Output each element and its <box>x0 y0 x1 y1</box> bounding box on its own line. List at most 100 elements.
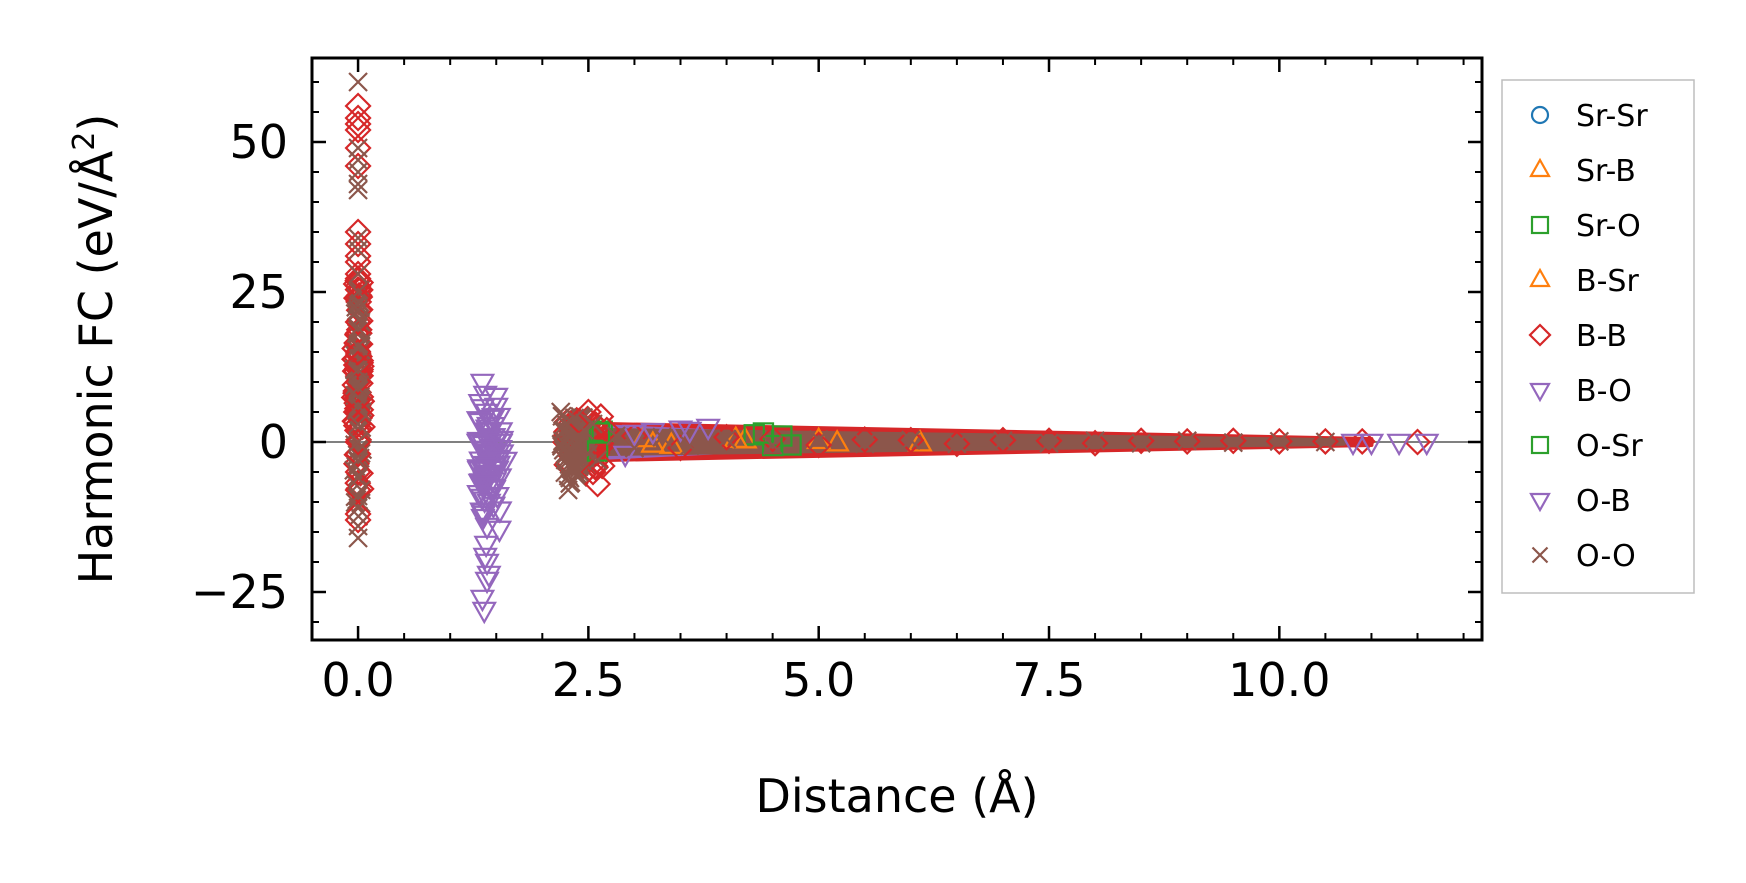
data-point <box>348 180 368 200</box>
data-point <box>1315 432 1336 452</box>
data-point <box>344 242 372 270</box>
y-axis-label-superscript: 2 <box>67 132 102 151</box>
data-point <box>348 498 368 518</box>
data-point <box>1223 432 1244 453</box>
data-point <box>473 535 499 559</box>
data-point <box>348 528 368 548</box>
data-point <box>564 408 585 428</box>
data-point <box>478 439 505 463</box>
data-point <box>470 455 496 479</box>
data-point <box>606 426 626 446</box>
legend-frame <box>1501 79 1695 594</box>
data-point <box>1173 427 1201 455</box>
data-point <box>474 443 500 466</box>
data-point <box>1219 427 1247 455</box>
data-point <box>762 435 783 455</box>
legend-item-O-O: O-O <box>1531 539 1636 574</box>
y-axis-label-close: ) <box>69 114 123 132</box>
data-point <box>344 152 372 180</box>
data-point <box>1414 433 1440 457</box>
data-point <box>716 429 737 449</box>
data-point <box>348 414 368 434</box>
data-point <box>579 458 607 486</box>
legend-item-O-B: O-B <box>1529 484 1631 519</box>
data-point <box>1081 429 1109 457</box>
x-tick-label: 0.0 <box>321 653 394 707</box>
data-point <box>1348 427 1376 455</box>
data-point <box>1127 427 1155 455</box>
data-point <box>621 424 648 448</box>
x-axis-label: Distance (Å) <box>755 769 1038 823</box>
data-point <box>348 378 368 398</box>
legend-marker <box>1529 382 1551 403</box>
data-point <box>695 418 721 442</box>
data-point <box>344 350 372 378</box>
legend-marker <box>1529 492 1551 513</box>
data-point <box>488 433 514 457</box>
data-point <box>555 414 576 434</box>
data-point <box>560 432 580 452</box>
legend: Sr-Sr Sr-B Sr-O B-Sr B-B B-O O-Sr O-B O-O <box>1501 79 1695 594</box>
data-point <box>466 459 492 482</box>
data-point <box>348 450 368 470</box>
data-point <box>469 373 496 397</box>
data-point <box>587 403 615 431</box>
data-point <box>667 420 694 444</box>
data-point <box>472 475 498 499</box>
data-point <box>351 438 371 459</box>
data-point <box>348 174 368 194</box>
legend-marker <box>1531 546 1549 564</box>
data-point <box>584 470 612 498</box>
data-point <box>471 460 497 484</box>
data-point <box>345 492 366 513</box>
series-B-O <box>469 373 1440 625</box>
legend-label: O-B <box>1576 484 1631 519</box>
data-point <box>897 426 925 454</box>
legend-label: Sr-O <box>1576 209 1641 244</box>
y-tick-label: 0 <box>259 415 288 469</box>
data-point <box>348 468 368 488</box>
data-point <box>344 230 372 258</box>
legend-marker <box>1529 267 1551 288</box>
data-point <box>469 589 496 613</box>
data-point <box>1311 427 1339 455</box>
data-point <box>478 409 504 433</box>
data-point <box>351 480 371 500</box>
data-point <box>481 472 508 495</box>
data-point <box>780 434 802 456</box>
data-point <box>348 360 368 380</box>
data-point <box>486 407 512 431</box>
data-point <box>588 422 611 444</box>
data-point <box>1177 431 1197 451</box>
y-tick-label: 50 <box>229 115 288 169</box>
legend-marker <box>1530 435 1550 455</box>
legend-label: O-Sr <box>1576 429 1643 464</box>
data-point <box>348 282 368 302</box>
data-point <box>348 396 368 416</box>
x-tick-label: 5.0 <box>782 653 855 707</box>
data-point <box>679 435 700 456</box>
data-point <box>612 445 638 469</box>
data-point <box>578 444 599 464</box>
x-tick-label: 10.0 <box>1228 653 1330 707</box>
series-O-B <box>470 409 703 559</box>
legend-marker <box>1530 105 1550 125</box>
y-tick-label: 25 <box>229 265 288 319</box>
legend-item-Sr-O: Sr-O <box>1530 209 1641 244</box>
data-point <box>1340 433 1366 457</box>
data-point <box>805 431 833 459</box>
data-point <box>824 428 850 452</box>
data-point <box>569 462 589 482</box>
data-point <box>947 434 967 454</box>
data-point <box>348 318 368 338</box>
data-point <box>348 72 368 92</box>
data-point <box>907 428 933 452</box>
legend-marker <box>1530 215 1550 235</box>
data-point <box>1039 433 1059 453</box>
data-point <box>344 338 372 366</box>
legend-item-B-Sr: B-Sr <box>1529 264 1639 299</box>
data-point <box>583 414 603 434</box>
data-point <box>1403 428 1432 456</box>
series-O-Sr <box>588 422 802 456</box>
data-point <box>1386 433 1412 457</box>
